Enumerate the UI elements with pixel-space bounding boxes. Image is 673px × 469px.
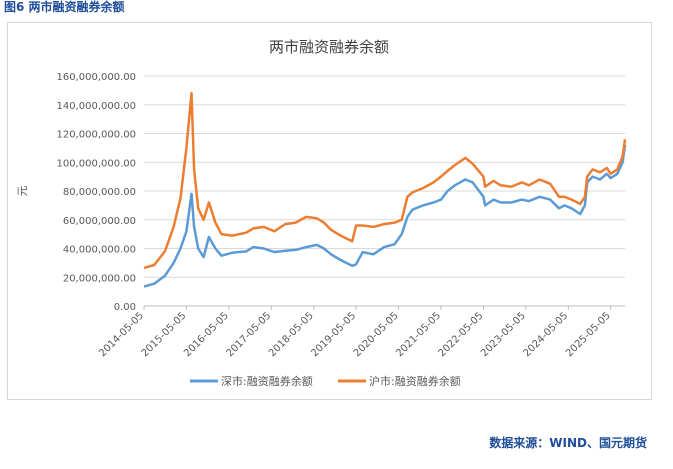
legend-label-sh: 沪市:融资融券余额 (369, 374, 461, 388)
y-tick-label: 140,000,000.00 (56, 101, 136, 112)
y-tick-label: 80,000,000.00 (63, 187, 136, 198)
y-tick-label: 100,000,000.00 (56, 158, 136, 169)
chart-title: 两市融资融券余额 (269, 38, 389, 56)
y-tick-label: 0.00 (114, 302, 136, 313)
y-tick-label: 20,000,000.00 (63, 273, 136, 284)
x-tick-label: 2019-05-05 (309, 310, 358, 359)
y-tick-label: 40,000,000.00 (63, 245, 136, 256)
x-tick-label: 2025-05-05 (564, 310, 613, 359)
gridlines (144, 75, 625, 307)
x-tick-label: 2015-05-05 (140, 310, 189, 359)
legend: 深市:融资融券余额 沪市:融资融券余额 (190, 374, 461, 388)
series-group (143, 92, 627, 288)
x-axis: 2014-05-052015-05-052016-05-052017-05-05… (97, 306, 613, 359)
y-tick-label: 60,000,000.00 (63, 216, 136, 227)
source-note: 数据来源：WIND、国元期货 (489, 436, 647, 450)
chart-svg: 两市融资融券余额 0.00 20,000,000.00 40,000,000.00 6… (16, 38, 627, 388)
y-tick-label: 160,000,000.00 (56, 72, 136, 83)
y-axis: 0.00 20,000,000.00 40,000,000.00 60,000,000… (56, 72, 136, 313)
y-axis-label: 元 (16, 186, 29, 197)
series-line-sh (143, 92, 627, 270)
legend-label-sz: 深市:融资融券余额 (221, 374, 313, 388)
figure-caption: 图6 两市融资融券余额 (4, 0, 125, 14)
chart-container: 两市融资融券余额 0.00 20,000,000.00 40,000,000.00 6… (7, 22, 652, 400)
y-tick-label: 120,000,000.00 (56, 130, 136, 141)
x-tick-label: 2023-05-05 (479, 310, 528, 359)
series-line-sz (143, 144, 627, 288)
